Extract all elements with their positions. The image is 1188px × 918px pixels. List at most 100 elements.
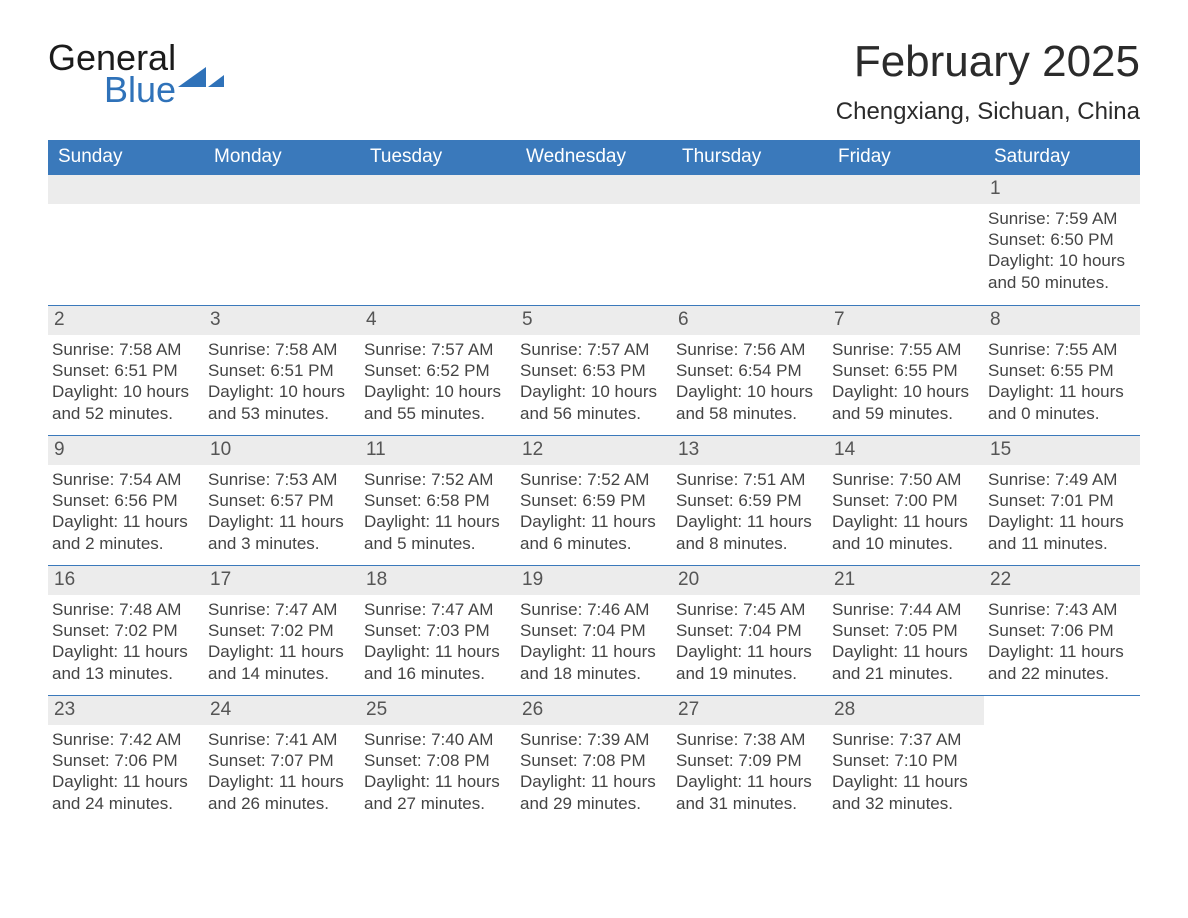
sunset-text: Sunset: 6:53 PM	[520, 360, 664, 381]
daylight-text: Daylight: 11 hours and 14 minutes.	[208, 641, 352, 684]
daylight-text: Daylight: 10 hours and 56 minutes.	[520, 381, 664, 424]
sunrise-text: Sunrise: 7:57 AM	[520, 339, 664, 360]
sunset-text: Sunset: 6:55 PM	[988, 360, 1132, 381]
day-cell: 19Sunrise: 7:46 AMSunset: 7:04 PMDayligh…	[516, 566, 672, 695]
day-cell: 28Sunrise: 7:37 AMSunset: 7:10 PMDayligh…	[828, 696, 984, 825]
day-number: 2	[48, 306, 204, 335]
sunrise-text: Sunrise: 7:47 AM	[364, 599, 508, 620]
daylight-text: Daylight: 10 hours and 50 minutes.	[988, 250, 1132, 293]
day-cell: 5 Sunrise: 7:57 AMSunset: 6:53 PMDaylight…	[516, 306, 672, 435]
daylight-text: Daylight: 10 hours and 58 minutes.	[676, 381, 820, 424]
brand-text: General Blue	[48, 40, 176, 108]
day-number: 12	[516, 436, 672, 465]
dow-friday: Friday	[828, 140, 984, 175]
calendar-week: 23Sunrise: 7:42 AMSunset: 7:06 PMDayligh…	[48, 695, 1140, 825]
day-number: 16	[48, 566, 204, 595]
sunset-text: Sunset: 6:59 PM	[676, 490, 820, 511]
sunset-text: Sunset: 6:52 PM	[364, 360, 508, 381]
daylight-text: Daylight: 11 hours and 13 minutes.	[52, 641, 196, 684]
location-label: Chengxiang, Sichuan, China	[836, 98, 1140, 126]
day-cell: 6Sunrise: 7:56 AMSunset: 6:54 PMDaylight…	[672, 306, 828, 435]
calendar-week: 9Sunrise: 7:54 AMSunset: 6:56 PMDaylight…	[48, 435, 1140, 565]
sunset-text: Sunset: 7:07 PM	[208, 750, 352, 771]
sunrise-text: Sunrise: 7:52 AM	[520, 469, 664, 490]
dow-tuesday: Tuesday	[360, 140, 516, 175]
day-cell: 10Sunrise: 7:53 AMSunset: 6:57 PMDayligh…	[204, 436, 360, 565]
sunset-text: Sunset: 7:08 PM	[520, 750, 664, 771]
day-cell: 4Sunrise: 7:57 AMSunset: 6:52 PMDaylight…	[360, 306, 516, 435]
day-number: 14	[828, 436, 984, 465]
dow-sunday: Sunday	[48, 140, 204, 175]
daylight-text: Daylight: 11 hours and 2 minutes.	[52, 511, 196, 554]
sunset-text: Sunset: 7:01 PM	[988, 490, 1132, 511]
daylight-text: Daylight: 11 hours and 32 minutes.	[832, 771, 976, 814]
daylight-text: Daylight: 11 hours and 18 minutes.	[520, 641, 664, 684]
sunset-text: Sunset: 7:08 PM	[364, 750, 508, 771]
daylight-text: Daylight: 11 hours and 22 minutes.	[988, 641, 1132, 684]
calendar-page: General Blue February 2025 Chengxiang, S…	[0, 0, 1188, 855]
day-number: 8	[984, 306, 1140, 335]
sunrise-text: Sunrise: 7:59 AM	[988, 208, 1132, 229]
day-cell: 1Sunrise: 7:59 AMSunset: 6:50 PMDaylight…	[984, 175, 1140, 305]
daylight-text: Daylight: 11 hours and 16 minutes.	[364, 641, 508, 684]
sunrise-text: Sunrise: 7:57 AM	[364, 339, 508, 360]
sunset-text: Sunset: 7:02 PM	[52, 620, 196, 641]
day-number: 3	[204, 306, 360, 335]
day-number: 5	[516, 306, 672, 335]
day-cell: 13Sunrise: 7:51 AMSunset: 6:59 PMDayligh…	[672, 436, 828, 565]
days-of-week-header: Sunday Monday Tuesday Wednesday Thursday…	[48, 140, 1140, 175]
sunset-text: Sunset: 7:09 PM	[676, 750, 820, 771]
day-cell: 16 Sunrise: 7:48 AMSunset: 7:02 PMDayligh…	[48, 566, 204, 695]
day-number: 27	[672, 696, 828, 725]
sunrise-text: Sunrise: 7:37 AM	[832, 729, 976, 750]
calendar-grid: Sunday Monday Tuesday Wednesday Thursday…	[48, 140, 1140, 825]
day-cell	[516, 175, 672, 305]
sunrise-text: Sunrise: 7:43 AM	[988, 599, 1132, 620]
day-number	[828, 175, 984, 204]
day-cell: 23Sunrise: 7:42 AMSunset: 7:06 PMDayligh…	[48, 696, 204, 825]
sunset-text: Sunset: 7:03 PM	[364, 620, 508, 641]
day-cell	[48, 175, 204, 305]
sunrise-text: Sunrise: 7:48 AM	[52, 599, 196, 620]
day-cell: 9Sunrise: 7:54 AMSunset: 6:56 PMDaylight…	[48, 436, 204, 565]
daylight-text: Daylight: 11 hours and 26 minutes.	[208, 771, 352, 814]
daylight-text: Daylight: 11 hours and 11 minutes.	[988, 511, 1132, 554]
day-number: 28	[828, 696, 984, 725]
day-number: 23	[48, 696, 204, 725]
daylight-text: Daylight: 10 hours and 59 minutes.	[832, 381, 976, 424]
day-cell: 25Sunrise: 7:40 AMSunset: 7:08 PMDayligh…	[360, 696, 516, 825]
day-number: 4	[360, 306, 516, 335]
daylight-text: Daylight: 11 hours and 0 minutes.	[988, 381, 1132, 424]
day-cell: 18Sunrise: 7:47 AMSunset: 7:03 PMDayligh…	[360, 566, 516, 695]
daylight-text: Daylight: 11 hours and 10 minutes.	[832, 511, 976, 554]
sunrise-text: Sunrise: 7:55 AM	[988, 339, 1132, 360]
daylight-text: Daylight: 10 hours and 53 minutes.	[208, 381, 352, 424]
calendar-week: 2Sunrise: 7:58 AMSunset: 6:51 PMDaylight…	[48, 305, 1140, 435]
day-number: 25	[360, 696, 516, 725]
day-number: 13	[672, 436, 828, 465]
day-number: 26	[516, 696, 672, 725]
day-number	[516, 175, 672, 204]
day-number: 22	[984, 566, 1140, 595]
day-number: 19	[516, 566, 672, 595]
sunrise-text: Sunrise: 7:50 AM	[832, 469, 976, 490]
sunset-text: Sunset: 6:56 PM	[52, 490, 196, 511]
sunrise-text: Sunrise: 7:56 AM	[676, 339, 820, 360]
title-block: February 2025 Chengxiang, Sichuan, China	[836, 40, 1140, 126]
daylight-text: Daylight: 11 hours and 6 minutes.	[520, 511, 664, 554]
day-number	[48, 175, 204, 204]
day-cell: 20Sunrise: 7:45 AMSunset: 7:04 PMDayligh…	[672, 566, 828, 695]
day-number: 11	[360, 436, 516, 465]
sunset-text: Sunset: 6:54 PM	[676, 360, 820, 381]
day-cell: 3Sunrise: 7:58 AMSunset: 6:51 PMDaylight…	[204, 306, 360, 435]
daylight-text: Daylight: 11 hours and 21 minutes.	[832, 641, 976, 684]
day-number: 9	[48, 436, 204, 465]
day-number: 21	[828, 566, 984, 595]
sunrise-text: Sunrise: 7:38 AM	[676, 729, 820, 750]
day-cell: 26Sunrise: 7:39 AMSunset: 7:08 PMDayligh…	[516, 696, 672, 825]
header: General Blue February 2025 Chengxiang, S…	[48, 40, 1140, 126]
day-cell: 12Sunrise: 7:52 AMSunset: 6:59 PMDayligh…	[516, 436, 672, 565]
sunset-text: Sunset: 7:06 PM	[988, 620, 1132, 641]
sunset-text: Sunset: 6:58 PM	[364, 490, 508, 511]
sunrise-text: Sunrise: 7:47 AM	[208, 599, 352, 620]
